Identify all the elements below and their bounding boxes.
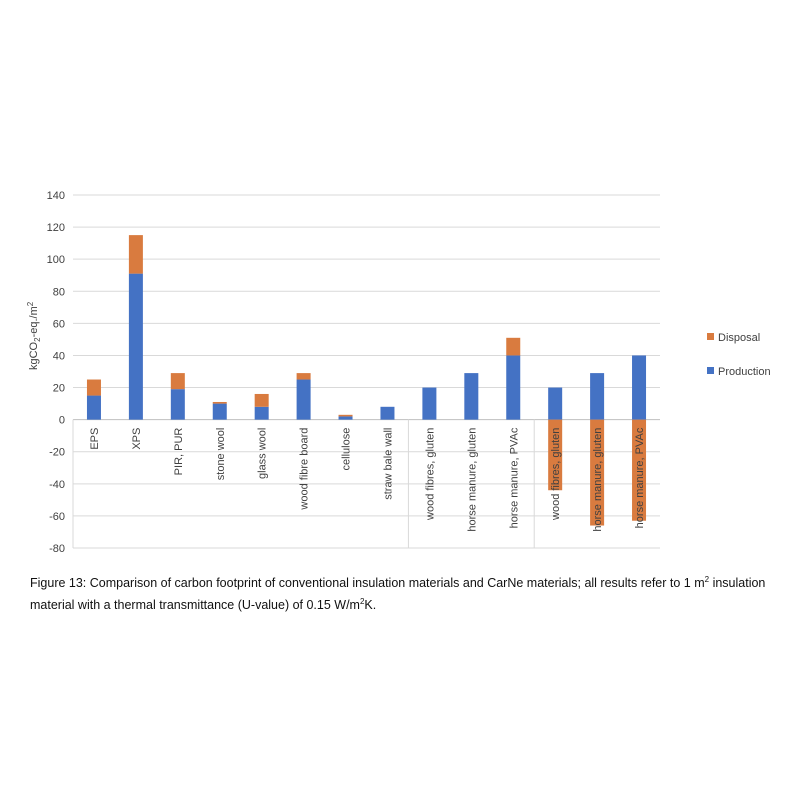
y-tick-label: 20 bbox=[53, 383, 65, 395]
production-bar bbox=[86, 395, 101, 420]
y-tick-label: -40 bbox=[49, 479, 65, 491]
disposal-bar bbox=[254, 393, 269, 407]
y-tick-label: 80 bbox=[53, 286, 65, 298]
y-tick-label: 120 bbox=[47, 222, 65, 234]
production-bar bbox=[422, 387, 437, 420]
disposal-bar bbox=[128, 235, 143, 274]
production-bar bbox=[296, 379, 311, 420]
category-label: straw bale wall bbox=[382, 428, 394, 500]
bars bbox=[86, 235, 647, 526]
disposal-bar bbox=[170, 373, 185, 390]
production-bar bbox=[464, 373, 479, 420]
y-tick-label: 140 bbox=[47, 190, 65, 202]
category-label: wood fibres, gluten bbox=[550, 428, 562, 521]
legend-label-production: Production bbox=[718, 366, 771, 378]
category-label: wood fibres, gluten bbox=[424, 428, 436, 521]
production-bar bbox=[380, 406, 395, 420]
production-bar bbox=[506, 355, 521, 420]
production-bar bbox=[128, 273, 143, 420]
production-bar bbox=[212, 403, 227, 420]
production-bar bbox=[170, 389, 185, 420]
category-label: wood fibre board bbox=[299, 428, 311, 511]
production-bar bbox=[254, 406, 269, 420]
disposal-bar bbox=[590, 419, 605, 526]
category-label: cellulose bbox=[341, 428, 353, 471]
category-label: horse manure, PVAc bbox=[634, 427, 646, 528]
category-label: horse manure, PVAc bbox=[508, 427, 520, 528]
carbon-footprint-chart: 140 120 100 80 60 40 20 0 -20 -40 -60 -80 EPS XPS PIR… bbox=[26, 190, 771, 555]
y-axis-label: kgCO2-eq./m2 bbox=[26, 301, 42, 370]
disposal-bar bbox=[296, 373, 311, 380]
disposal-bar bbox=[338, 414, 353, 417]
category-label: glass wool bbox=[257, 428, 269, 479]
legend: Disposal Production bbox=[707, 332, 771, 378]
disposal-bar bbox=[212, 401, 227, 404]
category-label: XPS bbox=[131, 428, 143, 450]
gridlines bbox=[72, 194, 660, 549]
y-tick-label: -80 bbox=[49, 543, 65, 555]
disposal-bar bbox=[86, 379, 101, 396]
legend-swatch-disposal bbox=[707, 333, 714, 340]
production-bar bbox=[632, 355, 647, 420]
disposal-bar bbox=[632, 419, 647, 521]
production-bar bbox=[548, 387, 563, 420]
production-bar bbox=[590, 373, 605, 420]
category-labels: EPS XPS PIR, PUR stone wool glass wool wood f… bbox=[89, 427, 646, 531]
category-label: PIR, PUR bbox=[173, 428, 185, 476]
category-label: stone wool bbox=[215, 428, 227, 481]
legend-swatch-production bbox=[707, 367, 714, 374]
y-tick-label: -60 bbox=[49, 511, 65, 523]
y-tick-label: 60 bbox=[53, 318, 65, 330]
y-tick-label: 40 bbox=[53, 350, 65, 362]
legend-label-disposal: Disposal bbox=[718, 332, 760, 344]
category-label: horse manure, gluten bbox=[466, 428, 478, 532]
figure-caption: Figure 13: Comparison of carbon footprin… bbox=[30, 574, 766, 612]
y-axis-ticks: 140 120 100 80 60 40 20 0 -20 -40 -60 -80 bbox=[47, 190, 65, 555]
production-bar bbox=[338, 416, 353, 420]
category-label: horse manure, gluten bbox=[592, 428, 604, 532]
y-tick-label: 0 bbox=[59, 415, 65, 427]
y-tick-label: 100 bbox=[47, 254, 65, 266]
category-label: EPS bbox=[89, 428, 101, 450]
disposal-bar bbox=[506, 337, 521, 356]
y-tick-label: -20 bbox=[49, 447, 65, 459]
disposal-bar bbox=[548, 419, 563, 491]
